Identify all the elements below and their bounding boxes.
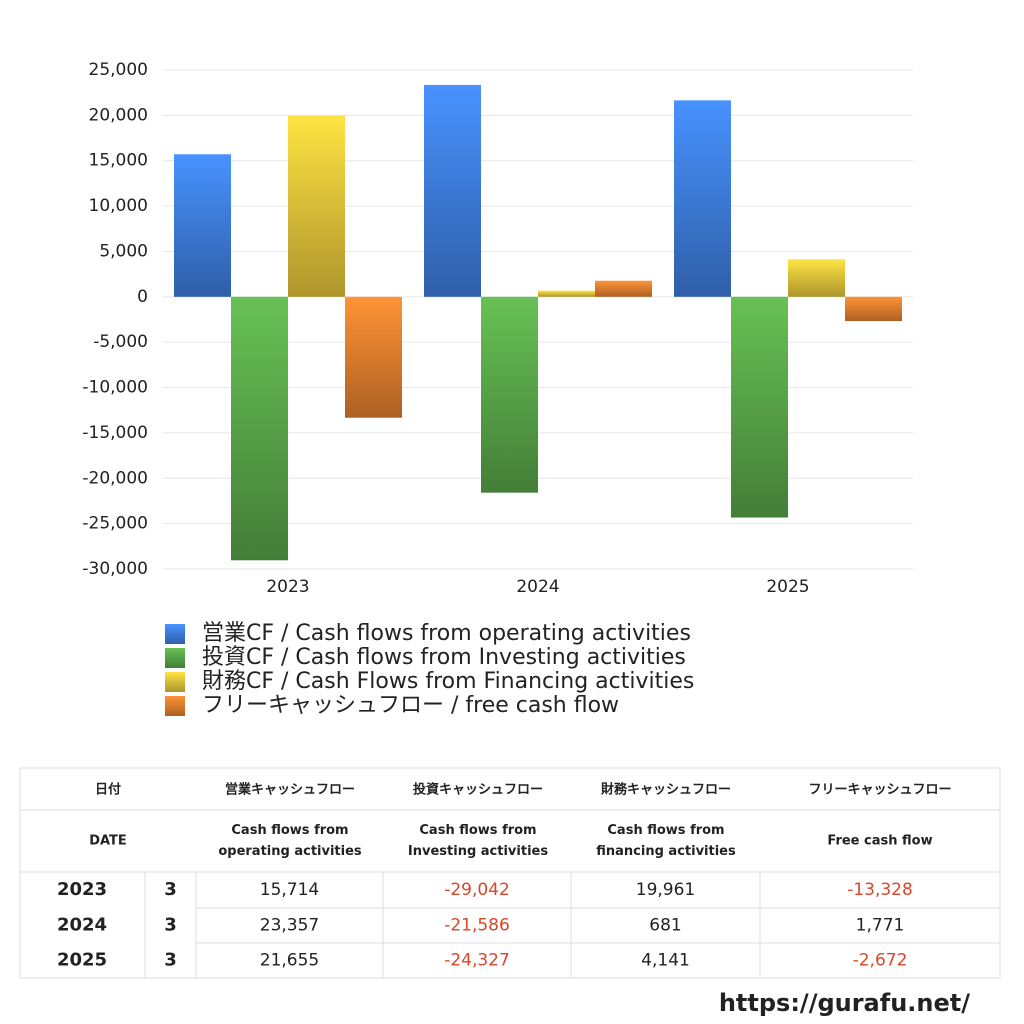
legend-label: 財務CF / Cash Flows from Financing activit… bbox=[202, 669, 694, 694]
bar bbox=[674, 100, 731, 297]
table-subheader: Investing activities bbox=[408, 844, 548, 859]
x-tick-label: 2024 bbox=[516, 577, 559, 597]
legend-label: 投資CF / Cash flows from Investing activit… bbox=[202, 645, 686, 670]
y-tick-label: 15,000 bbox=[89, 151, 148, 171]
bar bbox=[345, 296, 402, 418]
table-cell: -24,327 bbox=[444, 951, 510, 971]
y-tick-label: 20,000 bbox=[89, 105, 148, 125]
table-header: フリーキャッシュフロー bbox=[808, 783, 951, 798]
y-tick-label: -25,000 bbox=[82, 514, 148, 534]
table-cell: 3 bbox=[164, 915, 177, 936]
table-cell: 681 bbox=[649, 916, 681, 936]
bar bbox=[595, 280, 652, 297]
y-tick-label: -10,000 bbox=[82, 378, 148, 398]
bar bbox=[174, 154, 231, 297]
bar bbox=[788, 259, 845, 297]
bar bbox=[481, 296, 538, 493]
table-subheader: Free cash flow bbox=[827, 834, 932, 849]
table-cell: -29,042 bbox=[444, 880, 510, 900]
table-subheader: financing activities bbox=[596, 844, 736, 859]
table-header: 営業キャッシュフロー bbox=[225, 782, 355, 798]
y-tick-label: -20,000 bbox=[82, 468, 148, 488]
bar bbox=[845, 296, 902, 322]
legend-label: 営業CF / Cash flows from operating activit… bbox=[202, 621, 691, 646]
table-header: 投資キャッシュフロー bbox=[413, 782, 543, 798]
bar bbox=[731, 296, 788, 518]
table-cell: -2,672 bbox=[853, 951, 908, 971]
bar bbox=[231, 296, 288, 561]
y-tick-label: 10,000 bbox=[89, 196, 148, 216]
table-cell: -13,328 bbox=[847, 880, 913, 900]
table-cell: -21,586 bbox=[444, 916, 510, 936]
table-cell: 15,714 bbox=[260, 880, 319, 900]
table-header: 日付 bbox=[95, 782, 121, 798]
table-header: 財務キャッシュフロー bbox=[600, 782, 731, 798]
table-cell: 2025 bbox=[57, 950, 107, 971]
table-subheader: operating activities bbox=[218, 844, 362, 859]
bar bbox=[288, 115, 345, 297]
table-subheader: Cash flows from bbox=[607, 823, 724, 838]
bar bbox=[424, 84, 481, 297]
table-cell: 2023 bbox=[57, 879, 107, 900]
site-url: https://gurafu.net/ bbox=[719, 989, 970, 1017]
table-subheader: Cash flows from bbox=[419, 823, 536, 838]
table-cell: 4,141 bbox=[641, 951, 690, 971]
legend-swatch bbox=[165, 624, 185, 644]
y-tick-label: 0 bbox=[137, 287, 148, 307]
table-cell: 1,771 bbox=[856, 916, 905, 936]
table-cell: 21,655 bbox=[260, 951, 319, 971]
table-cell: 3 bbox=[164, 879, 177, 900]
table-cell: 2024 bbox=[57, 915, 107, 936]
legend-swatch bbox=[165, 696, 185, 716]
y-tick-label: -5,000 bbox=[93, 332, 148, 352]
y-tick-label: -30,000 bbox=[82, 559, 148, 579]
x-tick-label: 2025 bbox=[766, 577, 809, 597]
bar bbox=[538, 290, 595, 297]
table-cell: 3 bbox=[164, 950, 177, 971]
legend-swatch bbox=[165, 648, 185, 668]
y-tick-label: 5,000 bbox=[99, 241, 148, 261]
y-tick-label: -15,000 bbox=[82, 423, 148, 443]
x-tick-label: 2023 bbox=[266, 577, 309, 597]
table-cell: 23,357 bbox=[260, 916, 319, 936]
table-cell: 19,961 bbox=[636, 880, 695, 900]
legend-label: フリーキャッシュフロー / free cash flow bbox=[202, 693, 619, 718]
legend-swatch bbox=[165, 672, 185, 692]
table-subheader: Cash flows from bbox=[231, 823, 348, 838]
table-subheader: DATE bbox=[89, 834, 127, 849]
y-tick-label: 25,000 bbox=[89, 60, 148, 80]
